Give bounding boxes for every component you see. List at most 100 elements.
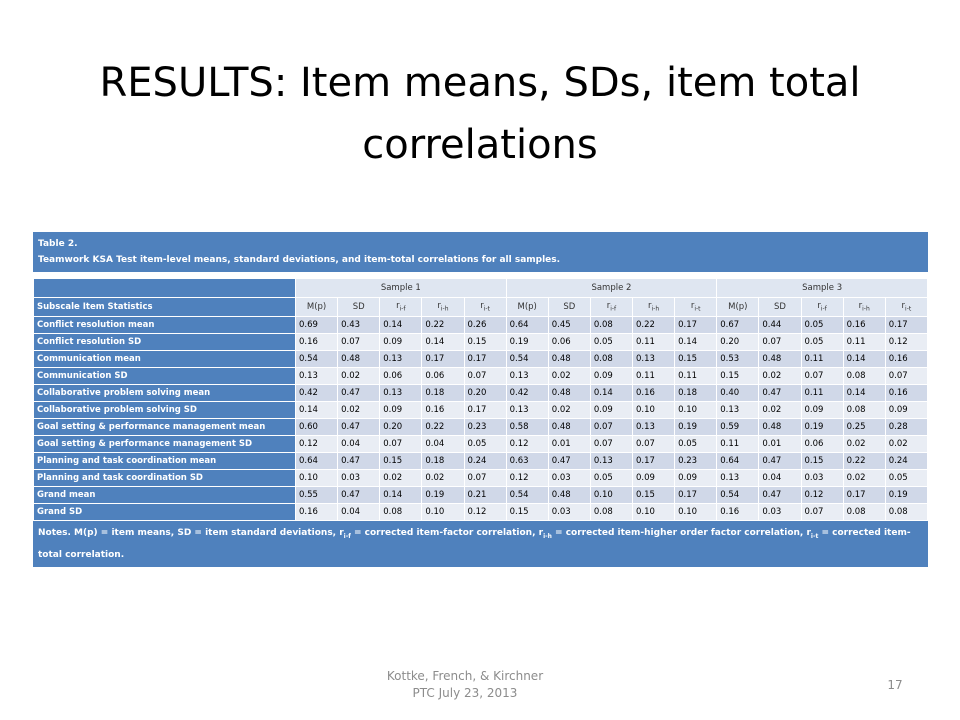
column-header-sub: i-t [694,305,701,313]
cell: 0.12 [463,503,507,521]
notes-sub: i-h [543,532,552,540]
cell: 0.53 [716,350,760,368]
column-header: ri-t [463,297,507,317]
cell: 0.02 [379,469,423,487]
data-row: Collaborative problem solving mean 0.42 0.… [33,384,929,402]
data-row: Communication mean 0.54 0.48 0.13 0.17 0.17 0.… [33,350,929,368]
data-row: Conflict resolution mean 0.69 0.43 0.14 0.22… [33,316,929,334]
cell: 0.07 [337,333,381,351]
column-header-text: r [690,301,695,312]
cell: 0.10 [589,486,634,504]
column-header-sub: i-h [862,305,870,313]
cell: 0.06 [547,333,591,351]
cell: 0.16 [294,333,339,351]
cell: 0.11 [842,333,886,351]
cell: 0.07 [758,333,802,351]
cell: 0.48 [758,350,802,368]
cell: 0.07 [800,367,844,385]
cell: 0.09 [800,401,844,419]
column-header: SD [547,297,591,317]
column-header-text: SD [352,302,365,312]
cell: 0.03 [800,469,844,487]
cell: 0.13 [716,469,760,487]
cell: 0.01 [547,435,591,453]
cell: 0.16 [294,503,339,521]
cell: 0.16 [842,316,886,334]
cell: 0.69 [294,316,339,334]
cell: 0.14 [379,486,423,504]
row-label: Collaborative problem solving SD [33,401,296,419]
data-row: Collaborative problem solving SD 0.14 0.02… [33,401,929,419]
cell: 0.22 [631,316,676,334]
column-header: M(p) [505,297,549,317]
column-header-text: r [437,301,441,312]
cell: 0.13 [379,384,423,402]
cell: 0.15 [800,452,844,470]
column-header-sub: i-f [610,305,617,313]
cell: 0.08 [379,503,423,521]
cell: 0.19 [800,418,844,436]
cell: 0.16 [884,384,929,402]
table-caption: Table 2. Teamwork KSA Test item-level mea… [33,232,928,278]
cell: 0.12 [505,435,549,453]
cell: 0.55 [294,486,339,504]
row-label: Grand mean [33,486,296,504]
cell: 0.25 [842,418,886,436]
column-header: M(p) [716,297,760,317]
cell: 0.11 [674,367,718,385]
cell: 0.47 [547,452,591,470]
data-row: Grand SD 0.16 0.04 0.08 0.10 0.12 0.15 0.03 0.08… [33,503,929,521]
notes-sub: i-f [343,532,351,540]
cell: 0.14 [674,333,718,351]
column-header-text: SD [563,302,576,312]
cell: 0.07 [884,367,929,385]
column-header: ri-h [842,297,886,317]
cell: 0.09 [589,401,634,419]
cell: 0.08 [842,503,886,521]
data-row: Goal setting & performance management SD… [33,435,929,453]
column-header-sub: i-f [399,305,406,313]
notes-text: = corrected item-factor correlation, r [350,528,544,538]
cell: 0.48 [547,486,591,504]
cell: 0.02 [337,401,381,419]
cell: 0.07 [379,435,423,453]
cell: 0.43 [337,316,381,334]
cell: 0.08 [842,401,886,419]
cell: 0.09 [884,401,929,419]
cell: 0.05 [589,333,634,351]
cell: 0.24 [884,452,929,470]
cell: 0.07 [631,435,676,453]
cell: 0.17 [674,486,718,504]
cell: 0.13 [589,452,634,470]
cell: 0.04 [337,503,381,521]
cell: 0.04 [337,435,381,453]
cell: 0.48 [758,418,802,436]
cell: 0.16 [884,350,929,368]
corner-cell [33,278,296,298]
row-label: Communication SD [33,367,296,385]
cell: 0.17 [631,452,676,470]
column-header: ri-f [800,297,844,317]
cell: 0.22 [842,452,886,470]
cell: 0.06 [800,435,844,453]
column-header: SD [337,297,381,317]
cell: 0.09 [379,401,423,419]
cell: 0.17 [463,350,507,368]
cell: 0.20 [463,384,507,402]
cell: 0.02 [337,367,381,385]
cell: 0.13 [505,367,549,385]
column-header-text: r [858,301,863,312]
column-header-text: r [480,301,484,312]
cell: 0.03 [758,503,802,521]
cell: 0.09 [379,333,423,351]
cell: 0.03 [547,503,591,521]
cell: 0.26 [463,316,507,334]
cell: 0.13 [379,350,423,368]
row-header: Subscale Item Statistics [33,297,296,317]
cell: 0.14 [589,384,634,402]
cell: 0.02 [842,435,886,453]
cell: 0.04 [421,435,465,453]
sample-header: Sample 1 [295,278,507,298]
column-header-text: SD [773,302,786,312]
